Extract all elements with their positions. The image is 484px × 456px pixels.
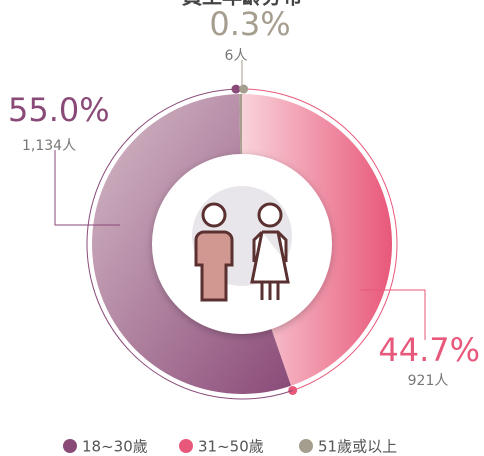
legend-label: 18~30歲: [82, 438, 148, 456]
donut-slice: [92, 94, 292, 394]
leader-line: [360, 289, 426, 340]
people-icon: [194, 202, 290, 302]
donut-slice: [239, 94, 242, 157]
ring-dot: [231, 84, 241, 94]
outer-ring: [241, 88, 398, 391]
legend-swatch: [299, 439, 313, 453]
value-label: 44.7%: [378, 331, 480, 369]
count-label: 921人: [408, 373, 449, 389]
legend-swatch: [179, 439, 193, 453]
outer-ring: [86, 88, 293, 400]
value-label: 55.0%: [8, 91, 110, 129]
ring-dot: [239, 84, 249, 94]
donut-slice: [242, 94, 393, 386]
legend-swatch: [63, 439, 77, 453]
count-label: 1,134人: [22, 138, 76, 154]
count-label: 6人: [225, 48, 248, 64]
leader-line: [54, 150, 120, 226]
value-label: 0.3%: [209, 5, 290, 43]
legend-label: 51歲或以上: [318, 438, 397, 456]
legend-label: 31~50歲: [198, 438, 264, 456]
chart-title: 員工年齡分布: [181, 0, 302, 9]
